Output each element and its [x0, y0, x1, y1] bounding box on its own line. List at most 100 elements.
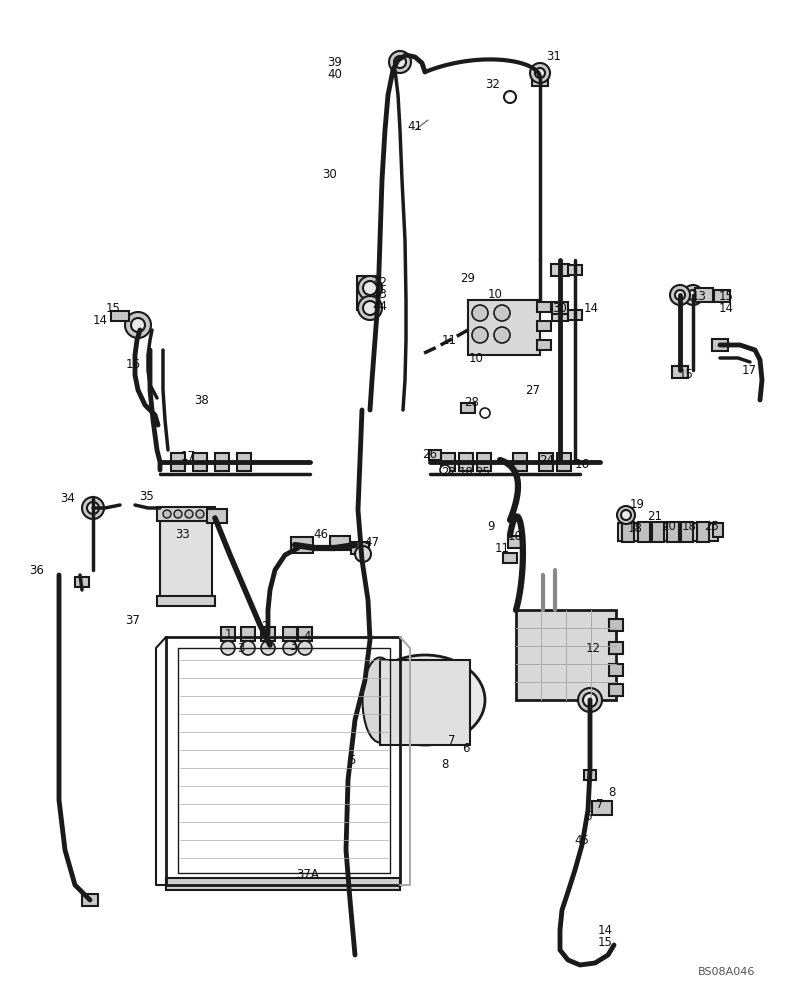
Bar — [459, 453, 473, 471]
Bar — [609, 619, 623, 631]
Circle shape — [440, 465, 450, 475]
Circle shape — [530, 63, 550, 83]
Circle shape — [670, 285, 690, 305]
Bar — [503, 553, 517, 563]
Text: 28: 28 — [465, 396, 479, 410]
Bar — [609, 664, 623, 676]
Text: 37A: 37A — [297, 868, 319, 882]
Bar — [171, 453, 185, 471]
Bar — [552, 302, 568, 314]
Circle shape — [480, 408, 490, 418]
Circle shape — [688, 290, 698, 300]
Text: 17: 17 — [180, 450, 196, 464]
Circle shape — [394, 56, 406, 68]
Text: 9: 9 — [487, 520, 494, 534]
Text: 15: 15 — [718, 290, 734, 302]
Bar — [291, 537, 313, 553]
Text: 22: 22 — [441, 466, 457, 479]
Text: 2: 2 — [261, 619, 269, 633]
Text: 20: 20 — [662, 520, 676, 534]
Text: 8: 8 — [441, 758, 448, 772]
Text: 10: 10 — [507, 530, 523, 544]
Text: 27: 27 — [525, 383, 541, 396]
Text: 36: 36 — [30, 564, 44, 576]
Bar — [357, 276, 377, 310]
Circle shape — [261, 641, 275, 655]
Text: 15: 15 — [106, 302, 120, 314]
Circle shape — [185, 510, 193, 518]
Text: 14: 14 — [597, 924, 612, 936]
Bar — [283, 627, 297, 641]
Bar — [380, 660, 470, 745]
Circle shape — [578, 688, 602, 712]
Bar — [429, 450, 441, 460]
Bar — [298, 627, 312, 641]
Circle shape — [283, 641, 297, 655]
Text: 46: 46 — [314, 528, 329, 542]
Text: 30: 30 — [322, 168, 338, 182]
Text: 17: 17 — [742, 363, 756, 376]
Text: 32: 32 — [486, 79, 500, 92]
Circle shape — [363, 301, 377, 315]
Text: 5: 5 — [348, 754, 356, 766]
Circle shape — [472, 327, 488, 343]
Bar — [672, 366, 688, 378]
Circle shape — [358, 276, 382, 300]
Circle shape — [617, 506, 635, 524]
Bar — [714, 290, 730, 302]
Circle shape — [494, 327, 510, 343]
Bar — [237, 453, 251, 471]
Bar — [697, 522, 709, 542]
Bar — [552, 310, 568, 320]
Circle shape — [131, 318, 145, 332]
Text: 7: 7 — [448, 734, 456, 746]
Text: 39: 39 — [327, 55, 343, 68]
Bar — [622, 522, 634, 542]
Text: 24: 24 — [540, 454, 554, 466]
Bar — [330, 536, 350, 550]
Text: 19: 19 — [629, 498, 645, 512]
Bar — [468, 300, 540, 355]
Ellipse shape — [363, 658, 398, 742]
Circle shape — [298, 641, 312, 655]
Text: 15: 15 — [679, 368, 693, 381]
Circle shape — [363, 281, 377, 295]
Text: 18: 18 — [459, 466, 473, 479]
Text: 14: 14 — [92, 314, 107, 326]
Text: 21: 21 — [647, 510, 663, 524]
Bar — [441, 453, 455, 471]
Text: 10: 10 — [469, 352, 483, 364]
Text: 11: 11 — [441, 334, 457, 347]
Circle shape — [472, 305, 488, 321]
Circle shape — [125, 312, 151, 338]
Text: 14: 14 — [718, 302, 734, 314]
Bar — [461, 403, 475, 413]
Circle shape — [504, 91, 516, 103]
Bar — [261, 627, 275, 641]
Circle shape — [82, 497, 104, 519]
Text: 25: 25 — [705, 520, 719, 534]
Circle shape — [355, 546, 371, 562]
Bar — [241, 627, 255, 641]
Circle shape — [621, 510, 631, 520]
Bar — [592, 801, 612, 815]
Bar — [111, 311, 129, 321]
Circle shape — [221, 641, 235, 655]
Bar — [157, 596, 215, 606]
Bar — [609, 684, 623, 696]
Circle shape — [163, 510, 171, 518]
Circle shape — [675, 290, 685, 300]
Text: 16: 16 — [574, 458, 590, 471]
Text: 31: 31 — [546, 49, 562, 62]
Bar — [551, 264, 569, 276]
Bar — [157, 507, 215, 521]
Bar — [221, 627, 235, 641]
Text: 6: 6 — [462, 742, 469, 756]
Text: BS08A046: BS08A046 — [698, 967, 755, 977]
Text: 7: 7 — [596, 798, 604, 812]
Bar — [652, 522, 664, 542]
Text: 18: 18 — [628, 522, 642, 536]
Circle shape — [583, 693, 597, 707]
Text: 26: 26 — [423, 448, 437, 462]
Bar — [609, 642, 623, 654]
